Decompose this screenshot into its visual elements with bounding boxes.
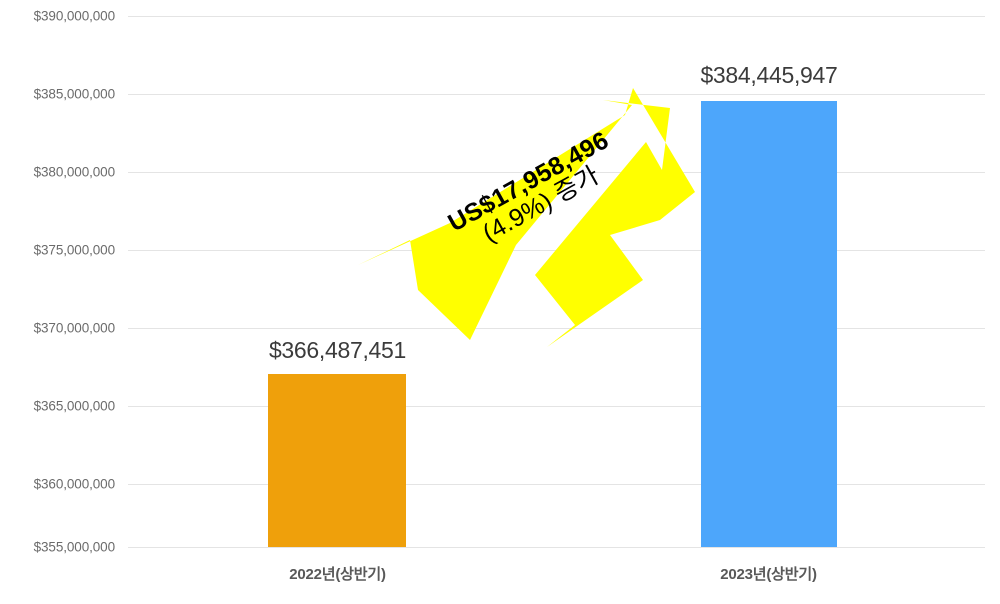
bar-2023 [701, 101, 837, 547]
bar-2022 [268, 374, 406, 547]
x-axis-label-2023: 2023년(상반기) [720, 566, 817, 583]
y-axis-tick-label: $365,000,000 [33, 398, 115, 414]
gridline [128, 16, 985, 17]
gridline [128, 484, 985, 485]
bar-value-label-2023: $384,445,947 [700, 62, 838, 88]
y-axis-tick-label: $360,000,000 [33, 476, 115, 492]
y-axis-tick-label: $375,000,000 [33, 242, 115, 258]
bar-value-label-2022: $366,487,451 [268, 337, 407, 363]
increase-annotation-text: US$17,958,496 (4.9%) 증가 [413, 111, 656, 277]
gridline [128, 547, 985, 548]
gridline [128, 328, 985, 329]
gridline [128, 250, 985, 251]
y-axis-tick-label: $355,000,000 [33, 539, 115, 555]
gridline [128, 406, 985, 407]
y-axis-tick-label: $390,000,000 [33, 8, 115, 24]
x-axis-label-2022: 2022년(상반기) [289, 566, 386, 583]
gridline [128, 94, 985, 95]
y-axis-tick-label: $380,000,000 [33, 164, 115, 180]
y-axis-tick-label: $385,000,000 [33, 86, 115, 102]
y-axis-tick-label: $370,000,000 [33, 320, 115, 336]
increase-amount-label: US$17,958,496 [443, 126, 614, 238]
